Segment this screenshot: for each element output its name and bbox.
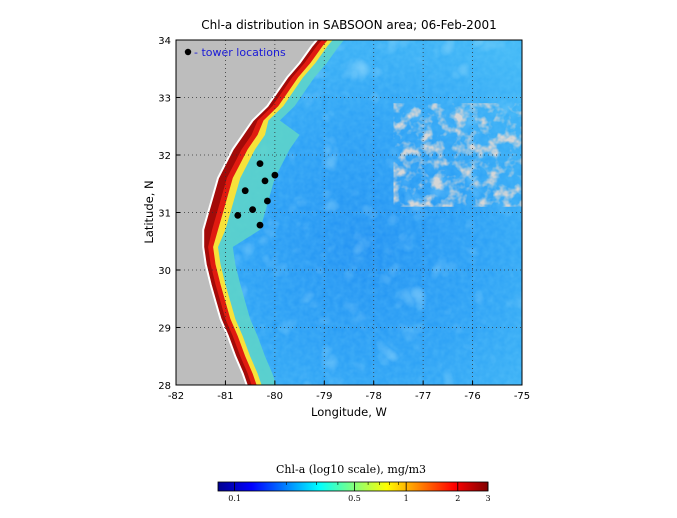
x-axis-label: Longitude, W xyxy=(311,405,387,419)
tower-marker xyxy=(256,221,264,229)
figure-title: Chl-a distribution in SABSOON area; 06-F… xyxy=(201,18,496,32)
legend-marker xyxy=(184,48,192,56)
colorbar-tick-label: 0.1 xyxy=(228,494,241,503)
shelf-water xyxy=(203,40,345,385)
map-legend: - tower locations xyxy=(184,46,286,59)
colorbar xyxy=(217,481,489,492)
colorbar-title: Chl-a (log10 scale), mg/m3 xyxy=(276,463,426,476)
x-tick-label: -81 xyxy=(217,391,233,402)
tower-marker xyxy=(241,187,249,195)
y-tick-label: 29 xyxy=(158,324,171,335)
x-tick-label: -77 xyxy=(415,391,431,402)
colorbar-tick-label: 0.5 xyxy=(348,494,361,503)
tower-marker xyxy=(261,177,269,185)
tower-marker xyxy=(249,206,256,214)
coastline xyxy=(202,40,319,385)
y-axis-label: Latitude, N xyxy=(142,180,156,243)
map-grid xyxy=(176,40,522,385)
y-tick-label: 28 xyxy=(158,381,171,392)
x-tick-label: -79 xyxy=(316,391,332,402)
x-axis-ticks: -82 -81 -80 -79 -78 -77 -76 -75 xyxy=(168,381,530,402)
y-tick-label: 31 xyxy=(158,209,171,220)
x-tick-label: -78 xyxy=(366,391,382,402)
x-tick-label: -76 xyxy=(464,391,480,402)
y-tick-label: 30 xyxy=(158,266,171,277)
legend-label: - tower locations xyxy=(194,46,286,59)
colorbar-tick-label: 3 xyxy=(485,494,490,503)
colorbar-tick-label: 1 xyxy=(404,494,409,503)
x-tick-label: -82 xyxy=(168,391,184,402)
x-tick-label: -80 xyxy=(267,391,283,402)
land-mask xyxy=(176,40,317,385)
y-tick-label: 34 xyxy=(158,36,171,47)
colorbar-tick-label: 2 xyxy=(455,494,460,503)
tower-marker xyxy=(264,197,271,205)
tower-marker xyxy=(234,212,242,219)
y-tick-label: 33 xyxy=(158,94,171,105)
map-plot-area: - tower locations xyxy=(176,40,522,385)
tower-marker xyxy=(271,171,279,179)
colorbar-ticks: 0.1 0.5 1 2 3 xyxy=(228,482,491,503)
y-tick-label: 32 xyxy=(158,151,171,162)
tower-markers xyxy=(234,160,279,229)
x-tick-label: -75 xyxy=(514,391,530,402)
tower-marker xyxy=(256,160,264,168)
y-axis-ticks: 28 29 30 31 32 33 34 xyxy=(158,36,180,392)
